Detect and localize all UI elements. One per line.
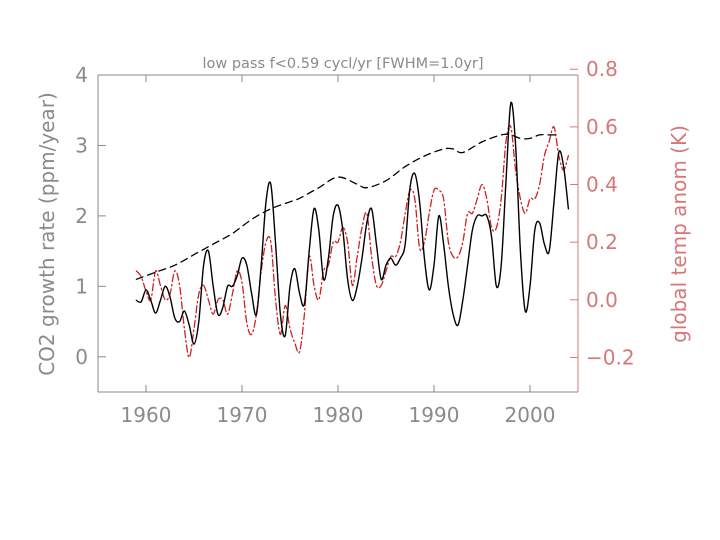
y-left-tick-label: 2 xyxy=(75,204,88,228)
temp-series-line xyxy=(135,124,570,359)
y-right-tick-label: 0.8 xyxy=(586,57,618,81)
y-left-tick-label: 0 xyxy=(75,345,88,369)
x-tick-label: 1990 xyxy=(409,403,460,427)
ticks: 1960 1970 1980 1990 2000 0 1 2 3 4 −0.2 0.0 0.2 0.4 0.… xyxy=(75,57,634,427)
y-right-tick-label: 0.4 xyxy=(586,173,618,197)
y-right-tick-label: 0.6 xyxy=(586,115,618,139)
y-left-tick-label: 3 xyxy=(75,133,88,157)
y-right-tick-label: 0.2 xyxy=(586,230,618,254)
x-tick-label: 1970 xyxy=(217,403,268,427)
y-left-tick-label: 1 xyxy=(75,274,88,298)
y-left-tick-label: 4 xyxy=(75,63,88,87)
x-tick-label: 1980 xyxy=(313,403,364,427)
series xyxy=(135,101,570,359)
plot-frame xyxy=(97,74,578,393)
y-right-tick-label: −0.2 xyxy=(586,345,635,369)
co2-series-line xyxy=(135,101,570,345)
trend-series-line xyxy=(135,133,560,280)
ylabel-left: CO2 growth rate (ppm/year) xyxy=(35,92,59,376)
x-tick-label: 1960 xyxy=(121,403,172,427)
ylabel-right: global temp anom (K) xyxy=(667,125,691,343)
x-tick-label: 2000 xyxy=(505,403,556,427)
chart-title: low pass f<0.59 cycl/yr [FWHM=1.0yr] xyxy=(202,56,483,72)
y-right-tick-label: 0.0 xyxy=(586,288,618,312)
